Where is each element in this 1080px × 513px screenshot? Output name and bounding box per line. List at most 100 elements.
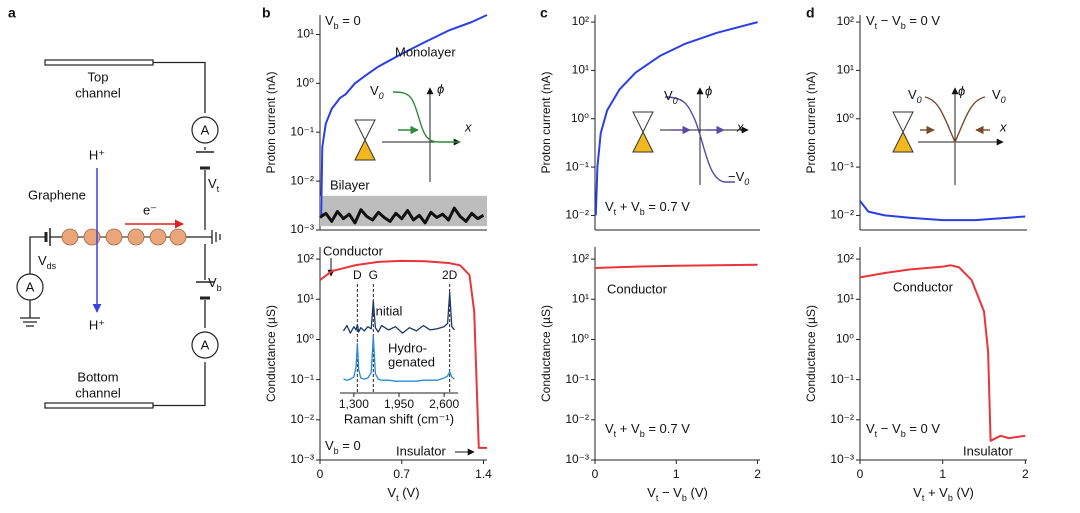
annotation-part: = 0 V (906, 421, 941, 436)
x-axis-label-part: t (656, 493, 659, 503)
voltage-label-part: t (217, 184, 220, 194)
channel-label: Top (88, 69, 109, 84)
inset-label: ϕ (958, 83, 965, 98)
annotation-part: − V (877, 13, 901, 28)
inset-label: V0 (908, 87, 922, 105)
y-tick-label: 10⁻² (290, 412, 314, 426)
x-tick-label: 0 (317, 467, 324, 481)
annotation-part: b (901, 429, 906, 439)
annotation-part: = 0 (339, 13, 361, 28)
x-axis-label-part: + V (924, 485, 948, 500)
inset-label: x (736, 119, 744, 134)
x-axis-label: Vt (V) (387, 485, 419, 503)
potential-inset (354, 87, 461, 182)
annotation-part: b (901, 21, 906, 31)
x-axis-label-part: (V) (687, 485, 708, 500)
graphene-label: Graphene (28, 187, 86, 202)
voltage-label-part: V (38, 253, 47, 268)
y-tick-label: 10¹ (837, 63, 854, 77)
annotation-part: + V (616, 421, 640, 436)
x-tick-label: 0.7 (393, 467, 410, 481)
y-tick-label: 10² (297, 251, 314, 265)
inset-label-part: V (370, 83, 379, 98)
annotation: Vt − Vb = 0 V (866, 13, 940, 31)
voltage-label: Vt (208, 176, 220, 194)
y-tick-label: 10⁻¹ (290, 124, 314, 138)
voltage-label-part: ds (47, 261, 57, 271)
annotation-part: t (875, 21, 878, 31)
annotation: Conductor (323, 243, 384, 258)
y-tick-label: 10⁻¹ (565, 159, 589, 173)
wire (20, 236, 62, 327)
y-axis-label: Proton current (nA) (264, 71, 278, 173)
panel-label: b (262, 5, 271, 21)
channel-label: channel (75, 385, 121, 400)
x-tick-label: 1 (939, 467, 946, 481)
annotation-part: V (866, 421, 875, 436)
y-tick-label: 10⁰ (296, 332, 314, 346)
x-axis-label: Raman shift (cm⁻¹) (344, 411, 454, 426)
x-tick-label: 1.4 (475, 467, 492, 481)
proton-label: H⁺ (89, 147, 105, 162)
inset-label-part: V (992, 87, 1001, 102)
inset-label-part: 0 (673, 96, 678, 106)
y-axis-label: Conductance (µS) (804, 305, 818, 402)
potential-inset (892, 87, 1004, 185)
x-axis-label-part: V (913, 485, 922, 500)
y-tick-label: 10¹ (297, 291, 314, 305)
inset-label-part: 0 (379, 91, 384, 101)
annotation: Vb = 0 (325, 13, 361, 31)
panel-label: a (8, 5, 16, 21)
y-tick-label: 10⁰ (571, 332, 589, 346)
channel-label: channel (75, 85, 121, 100)
inset-label: V0 (664, 88, 678, 106)
series-label: Bilayer (330, 177, 370, 192)
graphene-atoms (61, 228, 187, 246)
inset-label-part: −V (728, 169, 745, 184)
circuit (16, 59, 221, 409)
annotation: Conductor (607, 281, 668, 296)
annotation: Vt + Vb = 0.7 V (605, 421, 690, 439)
wire (153, 61, 206, 407)
y-tick-label: 10² (837, 14, 854, 28)
x-axis-label-part: V (647, 485, 656, 500)
meter-label: A (26, 279, 35, 294)
meter-label: A (201, 122, 210, 137)
annotation: Vt − Vb = 0 V (866, 421, 940, 439)
y-tick-label: 10⁰ (836, 332, 854, 346)
inset-label-part: V (908, 87, 917, 102)
voltage-label: Vds (38, 253, 57, 271)
annotation-part: V (325, 438, 334, 453)
annotation: Conductor (893, 279, 954, 294)
y-tick-label: 10⁻³ (830, 452, 854, 466)
annotation-part: b (334, 21, 339, 31)
data-line (320, 14, 488, 216)
y-axis-label: Proton current (nA) (804, 71, 818, 173)
x-axis-label-part: t (396, 493, 399, 503)
annotation: Vt + Vb = 0.7 V (605, 199, 690, 217)
annotation-part: + V (616, 199, 640, 214)
x-tick-label: 1,300 (339, 397, 369, 411)
x-axis-label: Vt − Vb (V) (647, 485, 708, 503)
y-tick-label: 10⁻¹ (830, 372, 854, 386)
panel-label: c (540, 5, 548, 21)
inset-label: ϕ (437, 81, 444, 96)
ground (182, 230, 221, 244)
annotation-part: V (325, 13, 334, 28)
inset-label-part: V (664, 88, 673, 103)
data-line (319, 206, 485, 225)
y-tick-label: 10⁻¹ (290, 372, 314, 386)
x-tick-label: 0 (592, 467, 599, 481)
x-axis-label: Vt + Vb (V) (913, 485, 974, 503)
x-tick-label: 2 (754, 467, 761, 481)
ammeter (191, 331, 219, 359)
y-tick-label: 10⁻² (290, 173, 314, 187)
y-tick-label: 10⁻² (565, 412, 589, 426)
inset-label: −V0 (728, 169, 749, 187)
annotation: Insulator (396, 443, 447, 458)
x-tick-label: 2 (1022, 467, 1029, 481)
annotation-part: t (614, 429, 617, 439)
voltage-label: Vb (208, 275, 222, 293)
y-tick-label: 10⁰ (836, 111, 854, 125)
